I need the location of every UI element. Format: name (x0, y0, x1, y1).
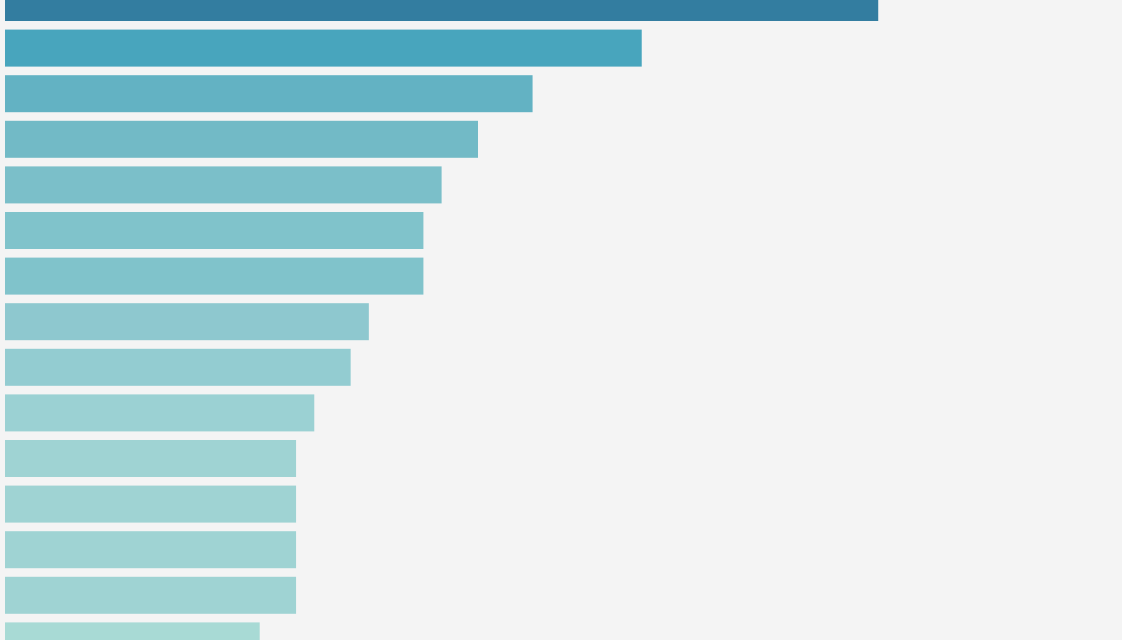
bar (5, 622, 260, 640)
bar (5, 212, 424, 249)
bar (5, 29, 642, 67)
bar (5, 485, 297, 523)
bar (5, 394, 315, 432)
bar (5, 166, 442, 204)
bar (5, 440, 297, 477)
bar (5, 120, 478, 158)
bar (5, 0, 879, 21)
bar (5, 257, 424, 295)
bar (5, 531, 297, 569)
bar (5, 348, 351, 386)
bar (5, 75, 533, 113)
bar (5, 303, 369, 341)
bar (5, 576, 297, 614)
